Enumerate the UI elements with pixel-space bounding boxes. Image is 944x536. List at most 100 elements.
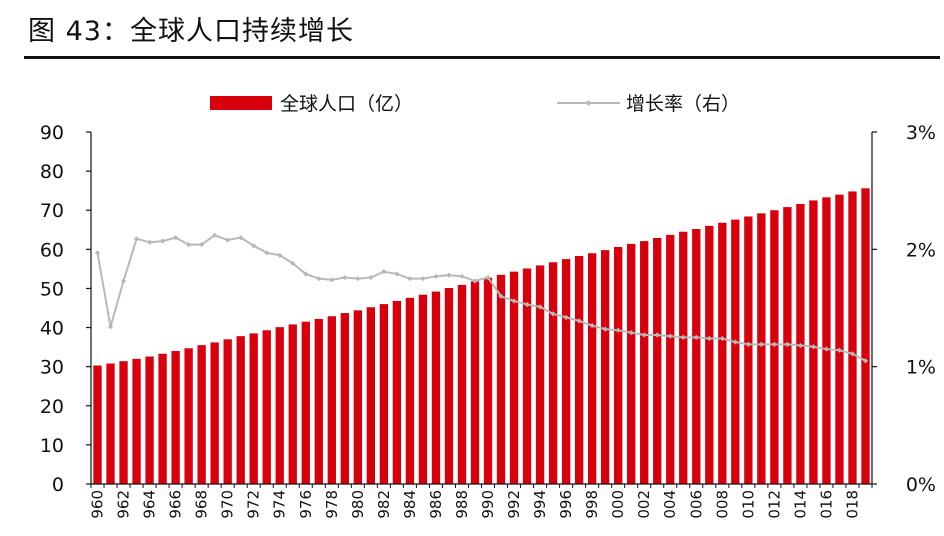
bar-1968 — [197, 345, 206, 484]
growth-point-2016 — [823, 346, 830, 352]
y-right-tick-label: 0% — [906, 474, 936, 496]
bar-2007 — [705, 225, 714, 484]
x-tick-label: 006 — [687, 490, 705, 519]
bar-1984 — [405, 297, 415, 484]
bar-1983 — [392, 300, 402, 484]
bar-2006 — [692, 229, 701, 484]
growth-point-2003 — [654, 332, 660, 338]
bar-2012 — [770, 210, 779, 484]
bar-1988 — [457, 284, 467, 484]
bar-1995 — [548, 262, 558, 484]
y-left-tick-label: 30 — [40, 357, 64, 379]
x-tick-label: 994 — [531, 490, 549, 519]
bar-1990 — [483, 277, 493, 484]
growth-point-1969 — [212, 232, 218, 238]
bar-1993 — [522, 268, 532, 484]
bar-2008 — [718, 222, 727, 485]
growth-point-2011 — [758, 341, 764, 347]
growth-point-1966 — [173, 235, 179, 241]
growth-point-2017 — [836, 347, 843, 353]
x-tick-label: 976 — [297, 490, 315, 519]
growth-point-1977 — [316, 276, 322, 282]
growth-point-1992 — [511, 298, 517, 304]
x-tick-label: 014 — [791, 490, 809, 519]
bar-1996 — [561, 259, 571, 484]
growth-point-1984 — [407, 276, 413, 282]
growth-line-series — [94, 232, 869, 364]
bar-2001 — [627, 243, 636, 484]
growth-point-2014 — [797, 342, 804, 349]
y-right-tick-label: 2% — [906, 239, 936, 261]
x-tick-label: 962 — [115, 490, 133, 519]
growth-point-2007 — [706, 335, 712, 342]
growth-point-2012 — [771, 341, 777, 347]
growth-point-1960 — [94, 250, 101, 256]
x-tick-label: 990 — [479, 490, 497, 519]
growth-point-1994 — [537, 304, 543, 310]
bar-1972 — [249, 333, 258, 484]
bar-1966 — [171, 351, 180, 484]
bar-1991 — [496, 274, 506, 484]
bar-1965 — [158, 353, 167, 484]
x-tick-label: 982 — [375, 490, 393, 519]
x-tick-label: 988 — [453, 490, 471, 519]
x-tick-label: 980 — [349, 490, 367, 519]
x-tick-label: 008 — [713, 490, 731, 519]
bar-1999 — [600, 250, 610, 484]
growth-point-2002 — [641, 332, 647, 338]
chart-title: 图 43：全球人口持续增长 — [28, 16, 354, 47]
bar-2002 — [640, 241, 649, 484]
bar-1963 — [132, 358, 141, 484]
y-left-tick-label: 50 — [40, 278, 64, 300]
legend-bar-label: 全球人口（亿） — [280, 93, 413, 115]
bar-1986 — [431, 291, 441, 484]
growth-point-1993 — [524, 301, 530, 308]
growth-point-2001 — [628, 330, 634, 336]
growth-point-1970 — [225, 237, 231, 243]
bar-1994 — [535, 265, 545, 484]
bar-2015 — [809, 200, 818, 484]
growth-point-1983 — [394, 271, 400, 277]
bar-1976 — [301, 321, 310, 484]
bar-2009 — [731, 219, 740, 485]
bar-2018 — [848, 191, 857, 484]
growth-point-1965 — [159, 238, 166, 244]
growth-point-1998 — [589, 323, 595, 329]
legend-line-label: 增长率（右） — [626, 93, 740, 115]
growth-point-1981 — [368, 274, 374, 281]
growth-point-1980 — [355, 276, 361, 282]
bar-1998 — [587, 253, 597, 484]
growth-point-1976 — [303, 271, 309, 277]
legend-line-marker — [585, 100, 592, 106]
title-rule — [24, 56, 940, 59]
x-tick-label: 968 — [193, 490, 211, 519]
x-tick-label: 984 — [401, 490, 419, 519]
bar-1971 — [236, 336, 245, 484]
y-left-tick-label: 80 — [40, 161, 64, 183]
growth-point-2018 — [849, 351, 856, 357]
x-tick-label: 974 — [271, 490, 289, 519]
growth-point-1975 — [290, 260, 296, 267]
growth-point-1990 — [485, 274, 491, 281]
growth-point-2009 — [732, 339, 738, 345]
x-tick-label: 002 — [635, 490, 653, 519]
y-left-tick-label: 10 — [40, 435, 64, 457]
growth-point-1974 — [277, 252, 283, 258]
y-left-tick-label: 70 — [40, 200, 64, 222]
growth-point-1961 — [107, 324, 114, 330]
x-tick-label: 996 — [557, 490, 575, 519]
growth-point-2008 — [719, 335, 725, 342]
bar-2017 — [835, 194, 844, 484]
bar-1962 — [119, 361, 128, 484]
bar-1982 — [379, 304, 389, 484]
growth-point-2015 — [810, 344, 817, 350]
growth-point-1964 — [146, 239, 153, 245]
x-tick-label: 012 — [765, 490, 783, 519]
growth-point-1989 — [472, 278, 478, 284]
growth-point-1991 — [498, 293, 504, 299]
growth-point-2004 — [667, 333, 673, 339]
bar-series — [93, 188, 870, 485]
x-tick-label: 972 — [245, 490, 263, 519]
